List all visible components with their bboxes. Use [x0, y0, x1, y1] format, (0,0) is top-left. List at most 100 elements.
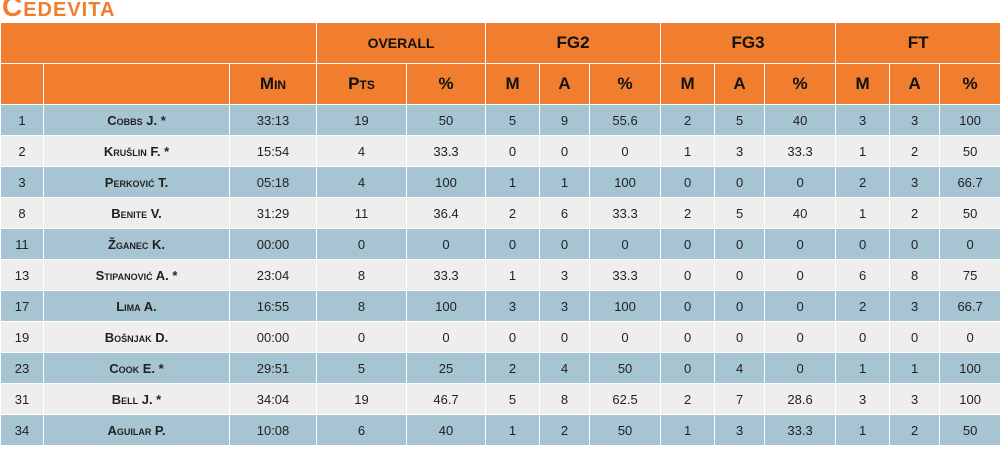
minutes: 34:04	[228, 383, 318, 415]
fg2-pct: 50	[589, 414, 662, 446]
player-name: Benite V.	[43, 197, 230, 229]
ft-made: 1	[835, 197, 891, 229]
minutes: 10:08	[228, 414, 318, 446]
fg2-made: 5	[485, 104, 541, 136]
overall-pct: 100	[406, 166, 487, 198]
col-header-fg3-m: M	[660, 63, 716, 105]
overall-pct: 40	[406, 414, 487, 446]
player-number: 17	[0, 290, 44, 322]
fg3-pct: 33.3	[764, 414, 837, 446]
ft-attempted: 0	[889, 321, 941, 353]
player-number: 3	[0, 166, 44, 198]
player-row: 23 Cook E. * 29:51 5 25 2 4 50 0 4 0 1 1 100	[0, 352, 1000, 384]
group-header-row: OVERALL FG2 FG3 FT	[0, 22, 1000, 64]
minutes: 00:00	[228, 321, 318, 353]
ft-pct: 0	[939, 321, 1000, 353]
fg3-attempted: 0	[714, 290, 766, 322]
fg3-made: 0	[660, 352, 716, 384]
box-score-table: OVERALL FG2 FG3 FT Min Pts % M A % M A %…	[0, 22, 1000, 446]
column-header-row: Min Pts % M A % M A % M A %	[0, 63, 1000, 105]
points: 6	[316, 414, 408, 446]
group-header-fg3: FG3	[660, 22, 837, 64]
player-number: 8	[0, 197, 44, 229]
ft-pct: 66.7	[939, 290, 1000, 322]
fg3-pct: 0	[764, 321, 837, 353]
fg3-attempted: 7	[714, 383, 766, 415]
col-header-fg3-a: A	[714, 63, 766, 105]
points: 8	[316, 290, 408, 322]
player-name: Aguilar P.	[43, 414, 230, 446]
points: 4	[316, 135, 408, 167]
player-row: 17 Lima A. 16:55 8 100 3 3 100 0 0 0 2 3 66.7	[0, 290, 1000, 322]
fg3-made: 1	[660, 414, 716, 446]
fg2-pct: 62.5	[589, 383, 662, 415]
player-number: 34	[0, 414, 44, 446]
points: 5	[316, 352, 408, 384]
player-number: 11	[0, 228, 44, 260]
points: 11	[316, 197, 408, 229]
overall-pct: 25	[406, 352, 487, 384]
fg2-pct: 100	[589, 290, 662, 322]
col-header-min: Min	[228, 63, 318, 105]
col-header-fg2-pct: %	[589, 63, 662, 105]
ft-pct: 100	[939, 352, 1000, 384]
col-header-fg3-pct: %	[764, 63, 837, 105]
fg3-pct: 40	[764, 197, 837, 229]
overall-pct: 33.3	[406, 259, 487, 291]
fg3-made: 0	[660, 166, 716, 198]
ft-made: 2	[835, 290, 891, 322]
minutes: 05:18	[228, 166, 318, 198]
fg3-made: 2	[660, 383, 716, 415]
player-number: 2	[0, 135, 44, 167]
col-header-fg2-m: M	[485, 63, 541, 105]
player-row: 34 Aguilar P. 10:08 6 40 1 2 50 1 3 33.3 1 2 50	[0, 414, 1000, 446]
player-number: 13	[0, 259, 44, 291]
fg2-pct: 33.3	[589, 197, 662, 229]
fg3-attempted: 0	[714, 259, 766, 291]
player-number: 19	[0, 321, 44, 353]
fg2-made: 1	[485, 414, 541, 446]
fg3-pct: 0	[764, 259, 837, 291]
ft-pct: 66.7	[939, 166, 1000, 198]
ft-made: 0	[835, 321, 891, 353]
player-row: 11 Žganec K. 00:00 0 0 0 0 0 0 0 0 0 0 0	[0, 228, 1000, 260]
player-number: 31	[0, 383, 44, 415]
player-row: 8 Benite V. 31:29 11 36.4 2 6 33.3 2 5 40 1 2 50	[0, 197, 1000, 229]
fg2-pct: 0	[589, 135, 662, 167]
overall-pct: 0	[406, 228, 487, 260]
points: 19	[316, 383, 408, 415]
fg3-made: 2	[660, 104, 716, 136]
header-blank-no	[0, 63, 44, 105]
fg2-attempted: 6	[539, 197, 591, 229]
fg3-pct: 0	[764, 290, 837, 322]
ft-attempted: 2	[889, 197, 941, 229]
fg2-attempted: 8	[539, 383, 591, 415]
player-row: 3 Perković T. 05:18 4 100 1 1 100 0 0 0 2 3 66.7	[0, 166, 1000, 198]
minutes: 29:51	[228, 352, 318, 384]
overall-pct: 46.7	[406, 383, 487, 415]
fg3-attempted: 0	[714, 228, 766, 260]
fg3-pct: 0	[764, 228, 837, 260]
ft-made: 3	[835, 104, 891, 136]
fg2-made: 2	[485, 352, 541, 384]
fg2-pct: 100	[589, 166, 662, 198]
fg3-made: 0	[660, 259, 716, 291]
team-name: Cedevita	[2, 0, 116, 22]
team-title-wrap: Cedevita	[0, 0, 300, 22]
fg2-pct: 0	[589, 321, 662, 353]
player-name: Perković T.	[43, 166, 230, 198]
fg2-made: 5	[485, 383, 541, 415]
ft-attempted: 2	[889, 414, 941, 446]
fg2-attempted: 1	[539, 166, 591, 198]
fg3-attempted: 3	[714, 414, 766, 446]
player-name: Bell J. *	[43, 383, 230, 415]
ft-pct: 100	[939, 104, 1000, 136]
player-row: 1 Cobbs J. * 33:13 19 50 5 9 55.6 2 5 40 3 3 100	[0, 104, 1000, 136]
fg2-attempted: 0	[539, 135, 591, 167]
ft-made: 1	[835, 414, 891, 446]
fg3-attempted: 5	[714, 197, 766, 229]
player-name: Lima A.	[43, 290, 230, 322]
player-name: Krušlin F. *	[43, 135, 230, 167]
ft-attempted: 3	[889, 383, 941, 415]
fg3-made: 2	[660, 197, 716, 229]
